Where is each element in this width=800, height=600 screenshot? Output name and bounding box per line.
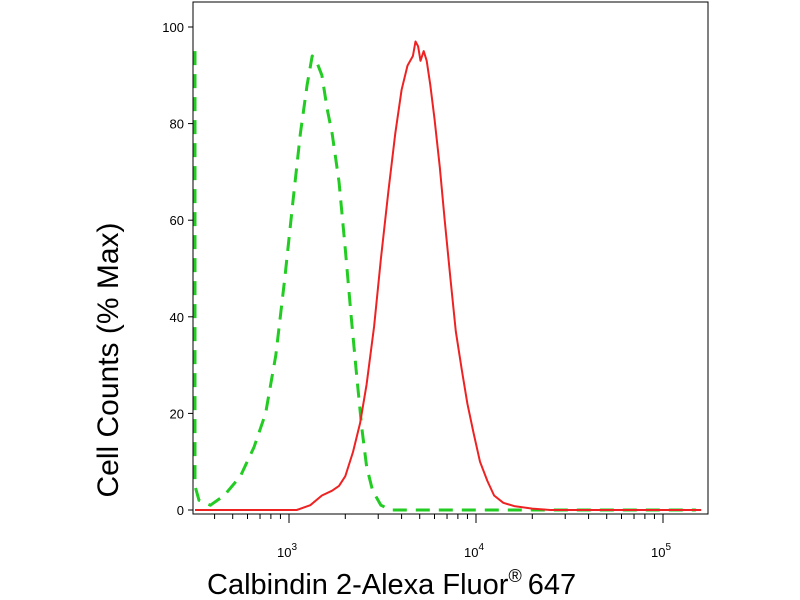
x-axis-title-superscript: ® [508,566,521,586]
x-axis: 103 104 105 [214,514,671,560]
sample-curve [195,40,702,511]
y-tick-label: 0 [177,503,184,518]
y-tick-label: 40 [170,310,184,325]
x-axis-title: Calbindin 2-Alexa Fluor® 647 [207,566,576,600]
y-axis: 0 20 40 60 80 100 [162,20,193,518]
control-curve [193,51,696,512]
x-axis-title-suffix: 647 [528,569,576,600]
x-axis-title-main: Calbindin 2-Alexa Fluor [207,569,509,600]
y-tick-label: 80 [170,117,184,132]
plot-frame [192,1,709,515]
y-tick-label: 100 [162,20,184,35]
x-tick-label: 105 [651,542,671,560]
histogram-curves [193,40,702,512]
x-tick-label: 103 [277,542,297,560]
y-tick-label: 60 [170,213,184,228]
x-tick-label: 104 [464,542,484,560]
y-axis-title: Cell Counts (% Max) [92,222,125,497]
y-tick-label: 20 [170,406,184,421]
